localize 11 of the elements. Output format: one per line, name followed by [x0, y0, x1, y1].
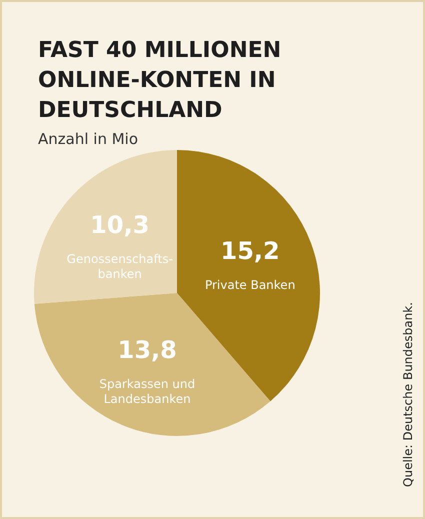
- source-note: Quelle: Deutsche Bundesbank.: [401, 302, 415, 487]
- data-label: 15,2: [220, 236, 280, 265]
- chart-subtitle: Anzahl in Mio: [38, 130, 138, 148]
- pie-slice: [34, 150, 177, 304]
- slice-label: Private Banken: [204, 278, 296, 292]
- data-label: 10,3: [90, 210, 150, 239]
- slice-label: Genossenschafts- banken: [66, 252, 173, 281]
- data-label: 13,8: [118, 336, 177, 364]
- slice-label: Sparkassen und Landesbanken: [99, 377, 196, 406]
- chart-title: FAST 40 MILLIONEN ONLINE-KONTEN IN DEUTSCHLAND: [38, 37, 282, 125]
- pie-slice: [34, 293, 270, 436]
